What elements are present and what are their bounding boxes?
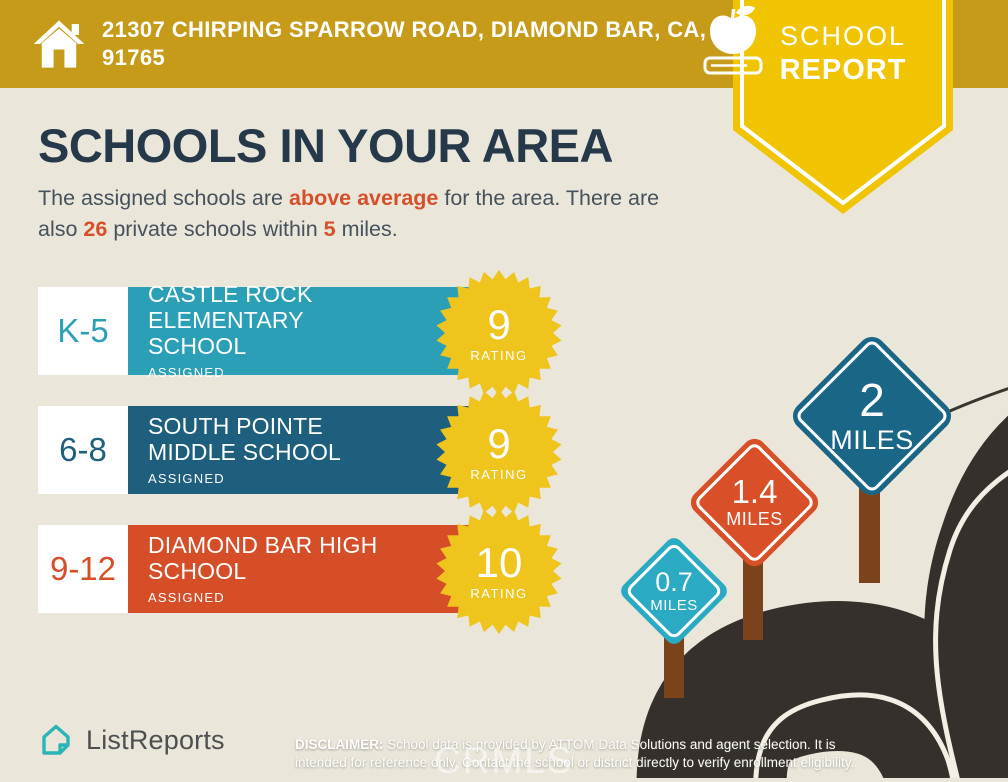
disclaimer: DISCLAIMER: School data is provided by A… [295, 736, 887, 772]
subtitle-private-count: 26 [83, 216, 108, 241]
school-report-ribbon: SCHOOL REPORT [703, 0, 953, 216]
distance-sign-elementary: 0.7 MILES [617, 534, 731, 648]
school-name: CASTLE ROCK ELEMENTARY SCHOOL [148, 281, 313, 359]
distance-sign-high: 2 MILES [787, 331, 957, 501]
listreports-house-icon [42, 724, 70, 755]
school-bar: SOUTH POINTE MIDDLE SCHOOL ASSIGNED [128, 406, 490, 494]
sign-unit: MILES [830, 424, 914, 455]
sign-post [859, 488, 880, 583]
disclaimer-label: DISCLAIMER: [295, 737, 384, 752]
property-address: 21307 CHIRPING SPARROW ROAD, DIAMOND BAR… [102, 16, 707, 70]
starburst-icon [436, 389, 562, 515]
school-name: DIAMOND BAR HIGH SCHOOL [148, 532, 378, 584]
crmls-watermark: CRMLS [434, 740, 574, 781]
sign-unit: MILES [726, 509, 783, 530]
sign-distance: 2 [859, 374, 885, 427]
subtitle-text-2: for the area. There are also [38, 186, 660, 241]
assigned-label: ASSIGNED [148, 589, 225, 605]
school-bar: DIAMOND BAR HIGH SCHOOL ASSIGNED [128, 525, 490, 613]
subtitle: The assigned schools are above average f… [38, 183, 696, 244]
rating-label: RATING [470, 585, 528, 601]
sign-post [664, 638, 684, 698]
subtitle-text-4: miles. [335, 216, 398, 241]
school-row-middle: 6-8 SOUTH POINTE MIDDLE SCHOOL ASSIGNED … [38, 389, 562, 515]
rating-label: RATING [470, 466, 528, 482]
school-row-elementary: K-5 CASTLE ROCK ELEMENTARY SCHOOL ASSIGN… [38, 270, 562, 396]
assigned-label: ASSIGNED [148, 470, 225, 486]
assigned-label: ASSIGNED [148, 364, 225, 380]
school-list: K-5 CASTLE ROCK ELEMENTARY SCHOOL ASSIGN… [38, 270, 562, 644]
distance-sign-middle: 1.4 MILES [685, 433, 824, 572]
ribbon-word-school: SCHOOL [779, 21, 907, 51]
school-bar: CASTLE ROCK ELEMENTARY SCHOOL ASSIGNED [128, 281, 490, 380]
apple-book-icon [703, 5, 763, 75]
sign-post [743, 552, 763, 640]
grade-range: 9-12 [38, 525, 128, 613]
brand-name: ListReports [86, 724, 225, 755]
rating-value: 9 [487, 419, 511, 467]
grade-range: 6-8 [38, 406, 128, 494]
sign-unit: MILES [650, 596, 698, 614]
starburst-icon [436, 270, 562, 396]
school-name: SOUTH POINTE MIDDLE SCHOOL [148, 413, 342, 465]
sign-distance: 0.7 [655, 567, 693, 598]
starburst-icon [436, 508, 562, 634]
winding-road-illustration [636, 387, 1008, 778]
page-title: SCHOOLS IN YOUR AREA [38, 119, 613, 172]
ribbon-shape [733, 0, 953, 214]
rating-label: RATING [470, 347, 528, 363]
school-row-high: 9-12 DIAMOND BAR HIGH SCHOOL ASSIGNED 10… [38, 508, 562, 634]
rating-badge: 9 RATING [434, 268, 564, 398]
listreports-logo: ListReports [36, 720, 225, 760]
subtitle-text-3: private schools within [107, 216, 324, 241]
sign-distance: 1.4 [731, 472, 778, 510]
subtitle-highlight-rating: above average [288, 186, 439, 210]
rating-value: 10 [475, 538, 523, 586]
house-icon [33, 20, 85, 68]
subtitle-radius: 5 [323, 216, 336, 241]
rating-badge: 10 RATING [434, 506, 564, 636]
grade-range: K-5 [38, 287, 128, 375]
rating-badge: 9 RATING [434, 387, 564, 517]
ribbon-title: SCHOOL REPORT [733, 21, 953, 87]
disclaimer-text: School data is provided by ATTOM Data So… [295, 737, 855, 770]
subtitle-text-1: The assigned schools are [38, 186, 289, 210]
ribbon-word-report: REPORT [779, 54, 907, 86]
rating-value: 9 [487, 300, 511, 348]
